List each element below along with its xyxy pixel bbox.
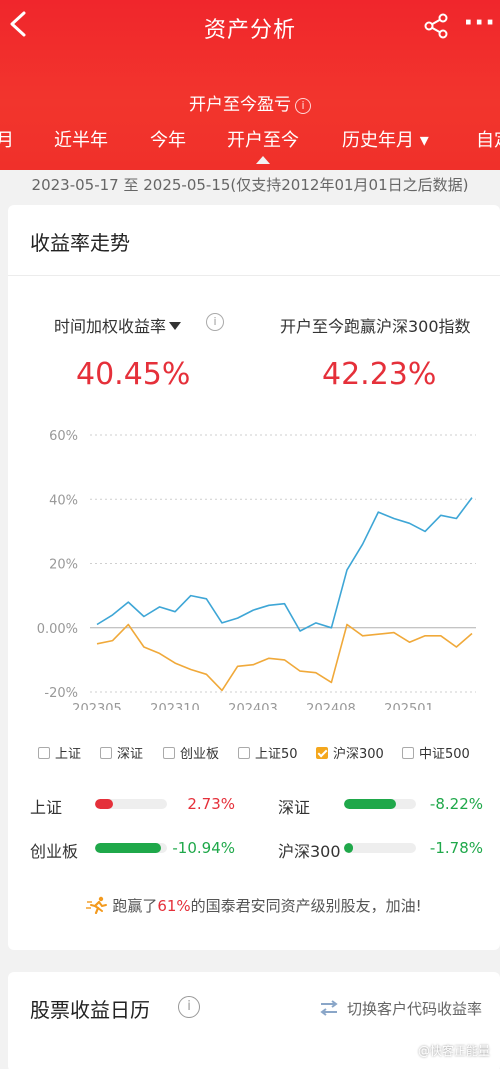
more-icon[interactable]: ··· xyxy=(463,8,496,38)
tab-month[interactable]: 月 xyxy=(0,130,14,151)
x-tick-label: 202310 xyxy=(150,702,200,710)
beat-suffix: 的国泰君安同资产级别股友，加油! xyxy=(190,897,422,915)
legend-item-shanghai[interactable]: 上证 xyxy=(38,743,81,762)
calendar-card-title: 股票收益日历 xyxy=(30,998,150,1022)
return-trend-chart[interactable]: 60% 40% 20% 0.00% -20%202305 202310 202403 2024… xyxy=(8,420,500,710)
legend-item-csi300[interactable]: 沪深300 xyxy=(316,743,384,762)
beat-percent: 61% xyxy=(157,897,191,915)
trend-card: 收益率走势 时间加权收益率 i 开户至今跑赢沪深300指数 40.45% 42.… xyxy=(8,205,500,950)
period-tabs: 月 近半年 今年 开户至今 历史年月 ▾ 自定 xyxy=(0,126,500,164)
info-icon[interactable]: i xyxy=(295,98,311,114)
compare-bar-shenzhen xyxy=(344,799,416,809)
checkbox-checked-icon[interactable] xyxy=(316,747,328,759)
y-tick-label: 40% xyxy=(49,493,78,508)
y-tick-label: 20% xyxy=(49,558,78,573)
page-title: 资产分析 xyxy=(203,18,296,43)
legend-label: 中证500 xyxy=(419,747,470,762)
compare-bar-fill xyxy=(344,799,396,809)
metric-left-label-text: 时间加权收益率 xyxy=(54,317,167,336)
dropdown-caret-icon[interactable] xyxy=(169,322,182,330)
legend-item-chinext[interactable]: 创业板 xyxy=(163,743,219,762)
beat-peers-message: 跑赢了61%的国泰君安同资产级别股友，加油! xyxy=(8,895,500,916)
compare-value-chinext: -10.94% xyxy=(172,839,235,857)
divider xyxy=(8,275,500,276)
checkbox-icon[interactable] xyxy=(238,747,250,759)
share-icon[interactable] xyxy=(422,12,450,40)
compare-bar-csi300 xyxy=(344,843,416,853)
x-tick-label: 202501 xyxy=(384,702,434,710)
series-line-portfolio xyxy=(96,497,473,632)
index-legend: 上证 深证 创业板 上证50 沪深300 中证500 xyxy=(8,743,500,763)
legend-label: 创业板 xyxy=(180,747,220,762)
tab-this-year[interactable]: 今年 xyxy=(150,130,186,151)
legend-label: 深证 xyxy=(117,747,144,762)
x-tick-label: 202305 xyxy=(72,702,122,710)
compare-bar-shanghai xyxy=(95,799,167,809)
subtitle-label: 开户至今盈亏 xyxy=(189,95,291,115)
legend-label: 上证50 xyxy=(255,747,298,762)
checkbox-icon[interactable] xyxy=(38,747,50,759)
checkbox-icon[interactable] xyxy=(402,747,414,759)
compare-value-csi300: -1.78% xyxy=(429,839,483,857)
compare-label-shenzhen: 深证 xyxy=(278,798,311,817)
checkbox-icon[interactable] xyxy=(163,747,175,759)
date-range: 2023-05-17 至 2025-05-15(仅支持2012年01月01日之后… xyxy=(31,176,469,194)
compare-bar-chinext xyxy=(95,843,167,853)
y-tick-label: -20% xyxy=(44,686,78,701)
tab-half-year[interactable]: 近半年 xyxy=(54,130,108,151)
y-tick-label: 60% xyxy=(49,429,78,444)
runner-icon xyxy=(86,896,108,914)
tab-custom[interactable]: 自定 xyxy=(476,130,500,151)
x-tick-label: 202403 xyxy=(228,702,278,710)
metric-right-value: 42.23% xyxy=(322,357,437,392)
compare-label-csi300: 沪深300 xyxy=(278,842,341,861)
switch-button[interactable]: 切换客户代码收益率 xyxy=(319,998,482,1019)
compare-bar-fill xyxy=(95,799,113,809)
trend-card-title: 收益率走势 xyxy=(30,231,130,255)
checkbox-icon[interactable] xyxy=(100,747,112,759)
info-icon[interactable]: i xyxy=(206,313,224,331)
watermark: @快客正能量 xyxy=(417,1044,490,1058)
info-icon[interactable]: i xyxy=(178,996,200,1018)
compare-bar-fill xyxy=(95,843,162,853)
back-arrow-icon[interactable] xyxy=(6,10,30,38)
metric-left-label[interactable]: 时间加权收益率 xyxy=(54,313,182,337)
compare-value-shanghai: 2.73% xyxy=(187,795,235,813)
legend-item-shenzhen[interactable]: 深证 xyxy=(100,743,143,762)
compare-bar-fill xyxy=(344,843,353,853)
nav-bar: 资产分析 ··· xyxy=(0,0,500,52)
x-tick-label: 202408 xyxy=(306,702,356,710)
series-line-csi300 xyxy=(96,623,473,692)
tab-since-opening[interactable]: 开户至今 xyxy=(227,126,299,164)
metric-left-value: 40.45% xyxy=(76,357,191,392)
calendar-card: 股票收益日历 i 切换客户代码收益率 xyxy=(8,972,500,1069)
y-tick-label: 0.00% xyxy=(37,622,78,637)
legend-item-csi500[interactable]: 中证500 xyxy=(402,743,470,762)
swap-icon xyxy=(320,1000,338,1016)
legend-label: 沪深300 xyxy=(333,747,384,762)
beat-prefix: 跑赢了 xyxy=(112,897,158,915)
compare-label-shanghai: 上证 xyxy=(30,798,63,817)
subtitle: 开户至今盈亏 i xyxy=(0,90,500,115)
tab-history[interactable]: 历史年月 ▾ xyxy=(342,130,429,151)
legend-label: 上证 xyxy=(55,747,82,762)
legend-item-sse50[interactable]: 上证50 xyxy=(238,743,298,762)
switch-label: 切换客户代码收益率 xyxy=(346,1000,482,1018)
metric-right-label: 开户至今跑赢沪深300指数 xyxy=(280,317,471,336)
compare-value-shenzhen: -8.22% xyxy=(429,795,483,813)
compare-label-chinext: 创业板 xyxy=(30,842,79,861)
